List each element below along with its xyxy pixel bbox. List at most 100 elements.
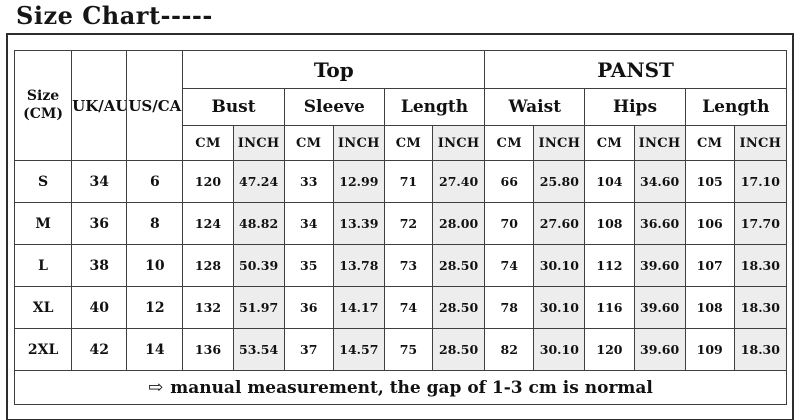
value-cell: 108 <box>684 286 735 329</box>
header-top-group: Top <box>182 50 486 89</box>
value-cell: 124 <box>182 202 234 245</box>
value-cell: 74 <box>383 286 434 329</box>
unit-header-cm: CM <box>283 125 334 161</box>
value-cell: 109 <box>684 328 735 371</box>
unit-header-inch: INCH <box>232 125 285 161</box>
value-cell: 17.10 <box>733 160 788 203</box>
value-cell: 39.60 <box>633 244 686 287</box>
value-cell: 27.60 <box>533 202 586 245</box>
value-cell: 17.70 <box>733 202 788 245</box>
table-outer-frame: Size (CM) UK/AU US/CA Top PANST Bust Sle… <box>6 33 794 420</box>
value-cell: 66 <box>484 160 535 203</box>
usca-cell: 12 <box>126 286 184 329</box>
header-hips: Hips <box>584 88 686 126</box>
ukau-cell: 36 <box>71 202 128 245</box>
table-row-2xl: 2XL 42 14 136 53.54 37 14.57 75 28.50 82… <box>13 328 788 371</box>
value-cell: 75 <box>383 328 434 371</box>
ukau-cell: 42 <box>71 328 128 371</box>
value-cell: 107 <box>684 244 735 287</box>
unit-header-inch: INCH <box>533 125 586 161</box>
header-bust: Bust <box>182 88 285 126</box>
unit-header-cm: CM <box>484 125 535 161</box>
page-title: Size Chart----- <box>16 1 213 30</box>
header-unit-row: CM INCH CM INCH CM INCH CM INCH CM INCH … <box>15 125 788 161</box>
usca-cell: 8 <box>126 202 184 245</box>
header-uk-au: UK/AU <box>71 50 128 161</box>
measurement-note-text: manual measurement, the gap of 1-3 cm is… <box>170 378 653 398</box>
value-cell: 14.57 <box>332 328 385 371</box>
usca-cell: 14 <box>126 328 184 371</box>
value-cell: 28.50 <box>431 286 486 329</box>
size-chart-table: Size (CM) UK/AU US/CA Top PANST Bust Sle… <box>13 50 788 405</box>
usca-cell: 6 <box>126 160 184 203</box>
table-row-s: S 34 6 120 47.24 33 12.99 71 27.40 66 25… <box>13 160 788 203</box>
value-cell: 78 <box>484 286 535 329</box>
value-cell: 12.99 <box>332 160 385 203</box>
unit-header-inch: INCH <box>633 125 686 161</box>
value-cell: 70 <box>484 202 535 245</box>
value-cell: 39.60 <box>633 328 686 371</box>
value-cell: 47.24 <box>232 160 285 203</box>
value-cell: 36.60 <box>633 202 686 245</box>
unit-header-cm: CM <box>584 125 635 161</box>
value-cell: 128 <box>182 244 234 287</box>
unit-header-cm: CM <box>182 125 234 161</box>
value-cell: 108 <box>584 202 635 245</box>
value-cell: 132 <box>182 286 234 329</box>
header-us-ca: US/CA <box>126 50 184 161</box>
value-cell: 33 <box>283 160 334 203</box>
value-cell: 14.17 <box>332 286 385 329</box>
ukau-cell: 38 <box>71 244 128 287</box>
table-row-l: L 38 10 128 50.39 35 13.78 73 28.50 74 3… <box>13 244 788 287</box>
header-size: Size (CM) <box>13 50 73 161</box>
value-cell: 18.30 <box>733 244 788 287</box>
header-group-row: Size (CM) UK/AU US/CA Top PANST <box>13 50 787 161</box>
value-cell: 34 <box>283 202 334 245</box>
arrow-right-icon: ⇨ <box>148 377 164 398</box>
value-cell: 18.30 <box>733 286 788 329</box>
value-cell: 28.50 <box>431 328 486 371</box>
value-cell: 73 <box>383 244 434 287</box>
value-cell: 13.39 <box>332 202 385 245</box>
size-cell: L <box>13 244 73 287</box>
header-top-length: Length <box>383 88 486 126</box>
header-size-line1: Size <box>26 88 60 104</box>
header-sleeve: Sleeve <box>283 88 385 126</box>
value-cell: 105 <box>684 160 735 203</box>
value-cell: 120 <box>182 160 234 203</box>
value-cell: 82 <box>484 328 535 371</box>
value-cell: 30.10 <box>533 328 586 371</box>
size-cell: S <box>13 160 73 203</box>
value-cell: 104 <box>584 160 635 203</box>
measurement-note: ⇨ manual measurement, the gap of 1-3 cm i… <box>14 370 787 405</box>
value-cell: 13.78 <box>332 244 385 287</box>
value-cell: 35 <box>283 244 334 287</box>
value-cell: 71 <box>383 160 434 203</box>
unit-header-inch: INCH <box>431 125 486 161</box>
value-cell: 112 <box>584 244 635 287</box>
value-cell: 36 <box>283 286 334 329</box>
header-panst-group: PANST <box>484 50 787 89</box>
header-size-line2: (CM) <box>23 105 64 122</box>
value-cell: 72 <box>383 202 434 245</box>
unit-header-cm: CM <box>684 125 735 161</box>
value-cell: 136 <box>182 328 234 371</box>
unit-header-inch: INCH <box>332 125 385 161</box>
value-cell: 74 <box>484 244 535 287</box>
unit-header-cm: CM <box>383 125 434 161</box>
value-cell: 27.40 <box>431 160 486 203</box>
usca-cell: 10 <box>126 244 184 287</box>
unit-header-inch: INCH <box>733 125 788 161</box>
value-cell: 116 <box>584 286 635 329</box>
value-cell: 30.10 <box>533 286 586 329</box>
header-panst-length: Length <box>684 88 788 126</box>
value-cell: 30.10 <box>533 244 586 287</box>
value-cell: 50.39 <box>232 244 285 287</box>
table-row-xl: XL 40 12 132 51.97 36 14.17 74 28.50 78 … <box>13 286 788 329</box>
size-cell: XL <box>13 286 73 329</box>
footer-row: ⇨ manual measurement, the gap of 1-3 cm i… <box>14 370 787 405</box>
value-cell: 25.80 <box>533 160 586 203</box>
table-row-m: M 36 8 124 48.82 34 13.39 72 28.00 70 27… <box>13 202 788 245</box>
size-cell: 2XL <box>13 328 73 371</box>
